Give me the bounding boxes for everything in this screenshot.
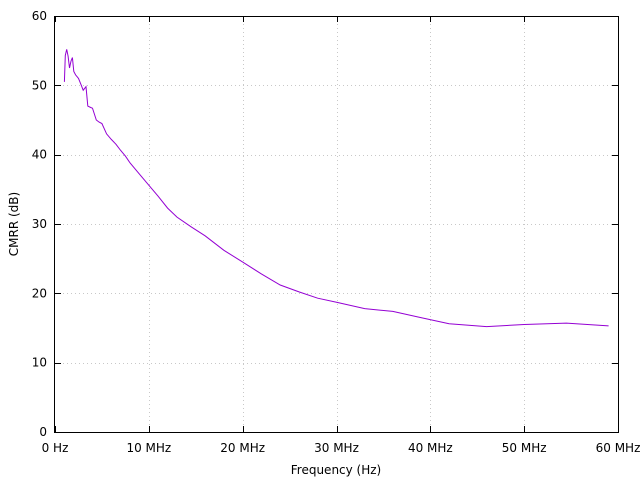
y-tick-labels: 0 10 20 30 40 50 60 bbox=[32, 9, 47, 439]
x-tick-label: 30 MHz bbox=[314, 441, 359, 455]
cmrr-series-line bbox=[63, 49, 609, 328]
y-axis-title: CMRR (dB) bbox=[7, 192, 21, 256]
series-layer bbox=[63, 49, 609, 328]
grid-lines bbox=[55, 16, 618, 432]
y-tick-label: 50 bbox=[32, 78, 47, 92]
x-tick-labels: 0 Hz 10 MHz 20 MHz 30 MHz 40 MHz 50 MHz 60 MHz bbox=[42, 441, 640, 455]
x-tick-label: 50 MHz bbox=[502, 441, 547, 455]
x-tick-label: 10 MHz bbox=[126, 441, 171, 455]
x-tick-label: 20 MHz bbox=[220, 441, 265, 455]
x-axis-title: Frequency (Hz) bbox=[291, 463, 382, 477]
y-tick-label: 30 bbox=[32, 217, 47, 231]
y-tick-label: 20 bbox=[32, 286, 47, 300]
y-tick-label: 60 bbox=[32, 9, 47, 23]
y-tick-label: 40 bbox=[32, 148, 47, 162]
tick-marks bbox=[55, 16, 619, 433]
x-tick-label: 0 Hz bbox=[42, 441, 69, 455]
x-tick-label: 60 MHz bbox=[596, 441, 640, 455]
plot-frame bbox=[54, 16, 619, 433]
x-tick-label: 40 MHz bbox=[408, 441, 453, 455]
y-tick-label: 0 bbox=[39, 425, 47, 439]
y-tick-label: 10 bbox=[32, 356, 47, 370]
